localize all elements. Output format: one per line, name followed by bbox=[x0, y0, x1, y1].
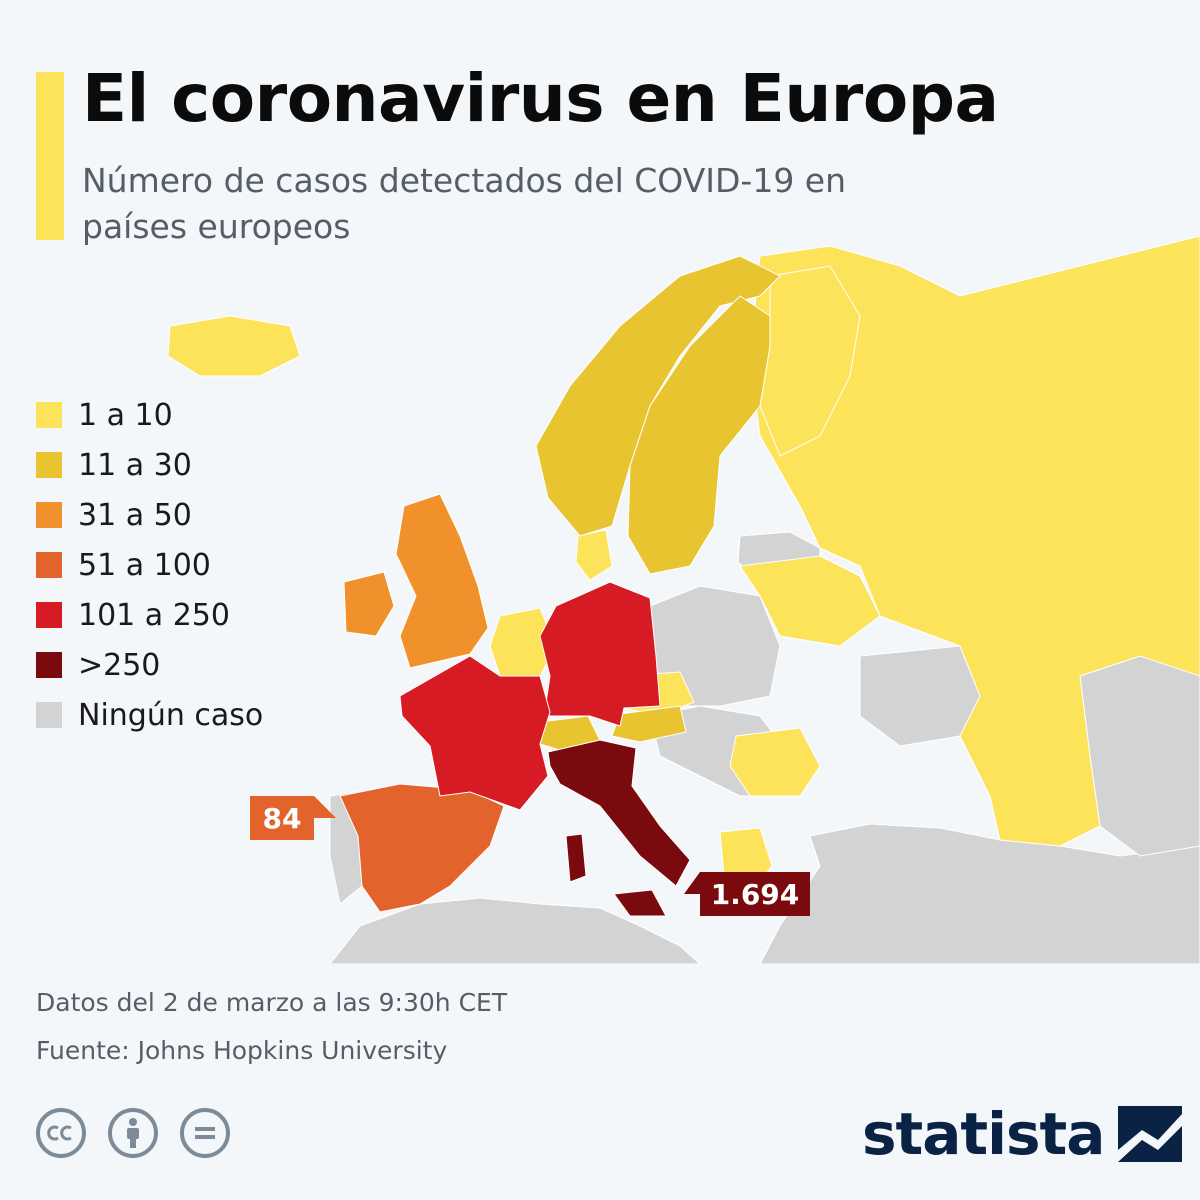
statista-brand[interactable]: statista bbox=[862, 1100, 1183, 1168]
brand-name: statista bbox=[862, 1100, 1105, 1168]
nd-equals-icon[interactable] bbox=[180, 1108, 230, 1158]
legend-swatch bbox=[36, 402, 62, 428]
statista-logo-icon bbox=[1118, 1106, 1183, 1162]
region-sweden bbox=[627, 295, 771, 575]
spain-case-callout: 84 bbox=[250, 796, 336, 840]
source-note: Fuente: Johns Hopkins University bbox=[36, 1036, 448, 1065]
legend-item: 1 a 10 bbox=[36, 390, 263, 440]
region-sicily bbox=[613, 889, 667, 917]
legend-swatch bbox=[36, 702, 62, 728]
legend-item: >250 bbox=[36, 640, 263, 690]
legend-swatch bbox=[36, 652, 62, 678]
region-france bbox=[399, 655, 551, 811]
legend-swatch bbox=[36, 502, 62, 528]
legend-swatch bbox=[36, 602, 62, 628]
region-austria bbox=[611, 705, 687, 743]
region-italy bbox=[547, 739, 691, 887]
legend-label: 51 a 100 bbox=[78, 547, 211, 583]
legend-item: 31 a 50 bbox=[36, 490, 263, 540]
region-romania bbox=[729, 727, 821, 797]
region-belarus bbox=[739, 555, 881, 647]
legend: 1 a 10 11 a 30 31 a 50 51 a 100 101 a 25… bbox=[36, 390, 263, 740]
legend-label: 11 a 30 bbox=[78, 447, 192, 483]
license-icons bbox=[36, 1108, 252, 1158]
data-date-note: Datos del 2 de marzo a las 9:30h CET bbox=[36, 988, 508, 1017]
legend-item: Ningún caso bbox=[36, 690, 263, 740]
cc-icon[interactable] bbox=[36, 1108, 86, 1158]
region-sardinia bbox=[565, 833, 587, 883]
legend-swatch bbox=[36, 452, 62, 478]
europe-map bbox=[167, 236, 1200, 964]
legend-item: 11 a 30 bbox=[36, 440, 263, 490]
region-iceland bbox=[167, 315, 301, 377]
region-germany bbox=[539, 581, 661, 727]
title-accent-bar bbox=[36, 72, 64, 240]
region-russia bbox=[749, 236, 1200, 847]
legend-label: >250 bbox=[78, 647, 161, 683]
legend-label: Ningún caso bbox=[78, 697, 264, 733]
region-uk bbox=[395, 493, 489, 669]
italy-case-callout: 1.694 bbox=[684, 872, 810, 916]
region-denmark bbox=[575, 529, 613, 581]
region-ireland bbox=[343, 571, 395, 637]
region-north-africa bbox=[329, 897, 701, 964]
legend-item: 51 a 100 bbox=[36, 540, 263, 590]
region-spain bbox=[339, 783, 505, 913]
legend-label: 31 a 50 bbox=[78, 497, 192, 533]
legend-label: 101 a 250 bbox=[78, 597, 230, 633]
legend-item: 101 a 250 bbox=[36, 590, 263, 640]
by-person-icon[interactable] bbox=[108, 1108, 158, 1158]
legend-label: 1 a 10 bbox=[78, 397, 173, 433]
page-title: El coronavirus en Europa bbox=[82, 60, 999, 137]
region-norway bbox=[535, 255, 781, 537]
page-subtitle: Número de casos detectados del COVID-19 … bbox=[82, 161, 847, 246]
legend-swatch bbox=[36, 552, 62, 578]
